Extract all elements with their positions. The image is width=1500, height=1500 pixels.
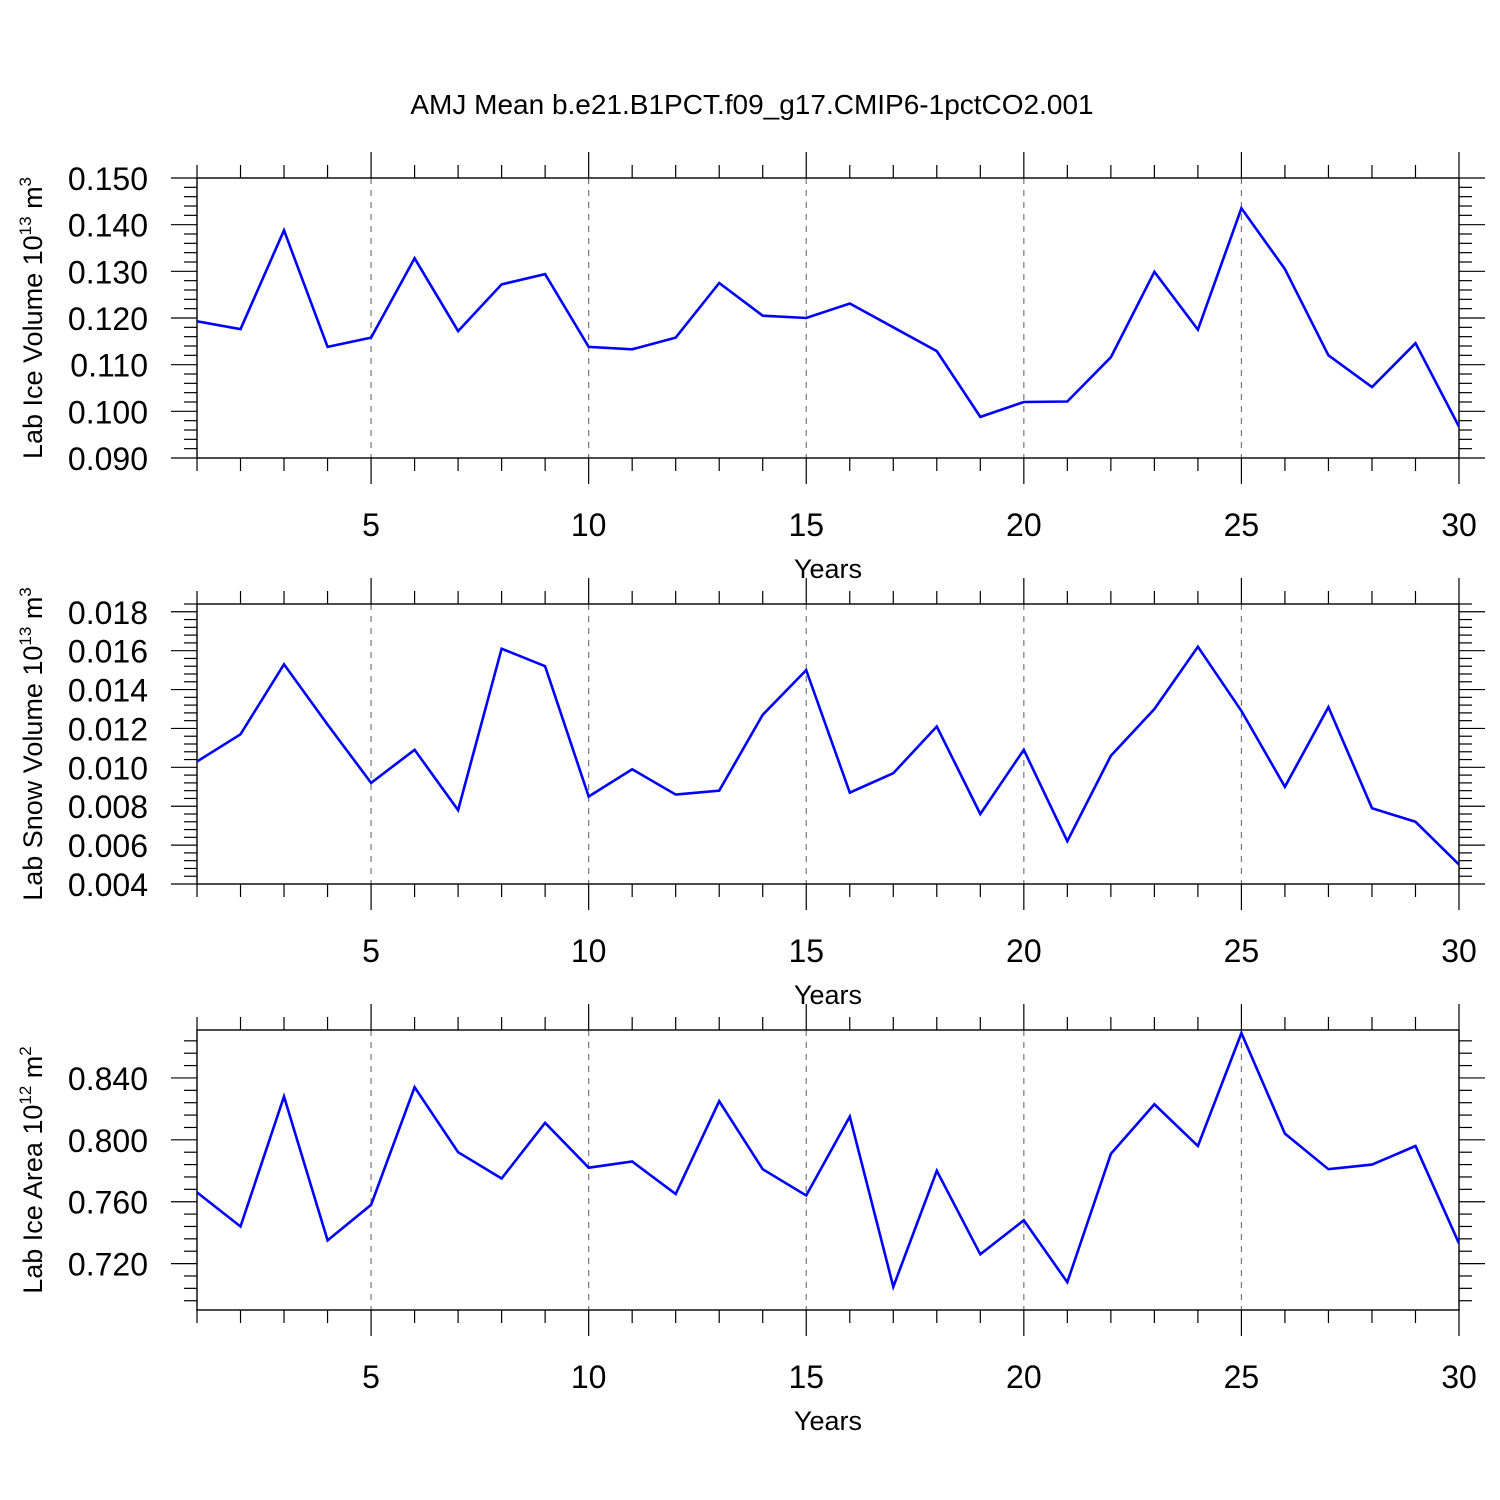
y-tick-label: 0.010 [68,750,148,786]
x-axis-label: Years [794,980,862,1010]
x-tick-label: 10 [571,1359,607,1395]
x-tick-label: 15 [788,933,824,969]
y-tick-label: 0.018 [68,595,148,631]
x-tick-label: 10 [571,933,607,969]
x-tick-label: 20 [1006,1359,1042,1395]
x-tick-label: 20 [1006,933,1042,969]
y-axis-label: Lab Ice Volume 1013 m3 [16,177,48,459]
y-tick-label: 0.130 [68,254,148,290]
panel-3: 5 10 15 20 25 30 0.720 0.760 0.800 0.840 Years Lab … [16,1004,1485,1436]
x-tick-label: 15 [788,1359,824,1395]
panel-1: 5 10 15 20 25 30 0.090 0.100 0.110 0.120 0.130 0.14… [16,152,1485,584]
series-line [197,205,1459,428]
y-tick-label: 0.016 [68,634,148,670]
x-tick-label: 5 [362,933,380,969]
x-tick-label: 5 [362,507,380,543]
panels: 5 10 15 20 25 30 0.090 0.100 0.110 0.120 0.130 0.14… [16,152,1485,1436]
y-tick-label: 0.140 [68,208,148,244]
y-tick-label: 0.090 [68,441,148,477]
y-tick-label: 0.760 [68,1185,148,1221]
series-line [197,644,1459,866]
x-tick-label: 25 [1224,933,1260,969]
x-tick-label: 30 [1441,933,1477,969]
y-tick-label: 0.120 [68,301,148,337]
x-tick-label: 30 [1441,1359,1477,1395]
plot-frame [196,177,1460,459]
y-tick-label: 0.150 [68,161,148,197]
panel-2: 5 10 15 20 25 300.0040.0060.0080.0100.0120.01… [16,578,1485,1010]
figure-title: AMJ Mean b.e21.B1PCT.f09_g17.CMIP6-1pctC… [410,89,1093,120]
plot-frame [196,603,1460,885]
y-tick-label: 0.012 [68,711,148,747]
series-line [197,1029,1459,1292]
y-tick-label: 0.006 [68,828,148,864]
y-tick-label: 0.100 [68,394,148,430]
x-tick-label: 15 [788,507,824,543]
y-tick-label: 0.014 [68,673,148,709]
y-tick-label: 0.110 [70,348,148,384]
y-tick-label: 0.004 [68,867,148,903]
x-tick-label: 30 [1441,507,1477,543]
x-tick-label: 25 [1224,1359,1260,1395]
plot-frame [196,1029,1460,1311]
y-tick-label: 0.840 [68,1061,148,1097]
x-tick-label: 20 [1006,507,1042,543]
y-tick-label: 0.800 [68,1123,148,1159]
x-tick-label: 10 [571,507,607,543]
x-tick-label: 25 [1224,507,1260,543]
y-axis-label: Lab Snow Volume 1013 m3 [16,587,48,901]
x-tick-label: 5 [362,1359,380,1395]
y-axis-label: Lab Ice Area 1012 m2 [16,1046,48,1294]
y-tick-label: 0.720 [68,1247,148,1283]
x-axis-label: Years [794,554,862,584]
y-tick-label: 0.008 [68,789,148,825]
x-axis-label: Years [794,1406,862,1436]
